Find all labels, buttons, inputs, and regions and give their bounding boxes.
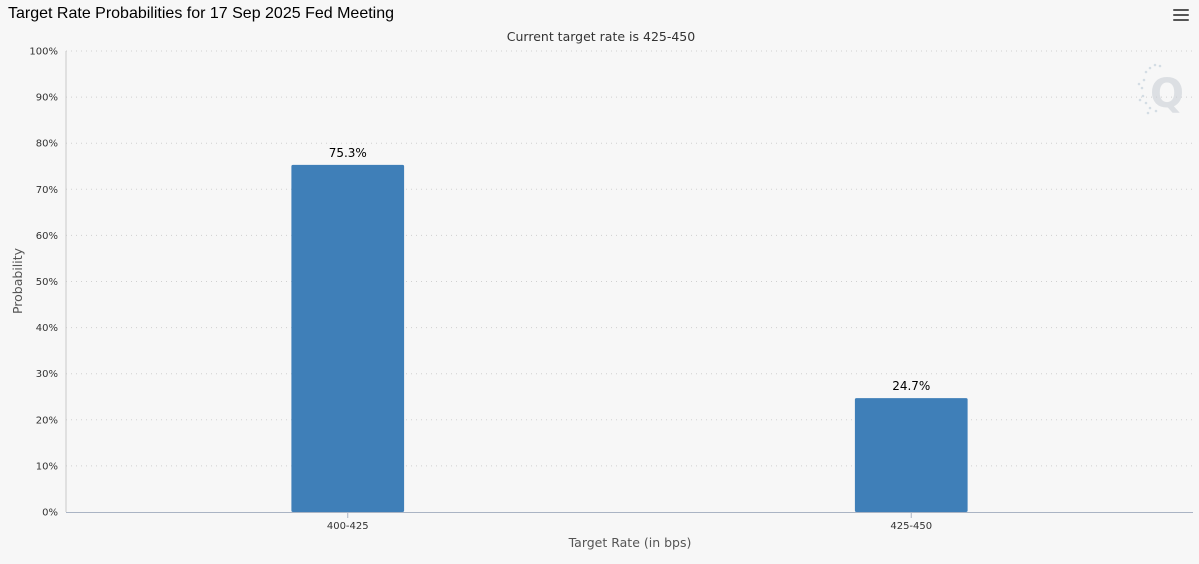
y-tick-label: 10%	[36, 461, 58, 472]
logo-dot	[1158, 64, 1162, 68]
y-tick-label: 80%	[36, 139, 58, 150]
logo-dot	[1154, 109, 1158, 113]
y-tick-label: 50%	[36, 277, 58, 288]
logo-dot	[1146, 111, 1150, 115]
logo-dots	[1137, 63, 1162, 115]
hamburger-menu-icon[interactable]	[1173, 9, 1189, 23]
logo-dot	[1137, 82, 1141, 86]
logo-dot	[1138, 98, 1142, 102]
y-axis-title: Probability	[10, 247, 25, 314]
menu-line	[1173, 9, 1189, 11]
logo-dot	[1144, 101, 1148, 105]
logo-dot	[1142, 78, 1146, 82]
menu-line	[1173, 19, 1189, 21]
x-axis-tick-labels: 400-425 425-450	[327, 512, 932, 532]
x-tick-label: 425-450	[890, 521, 932, 532]
chart-subtitle: Current target rate is 425-450	[507, 29, 695, 44]
logo-dot	[1153, 63, 1157, 67]
logo-dot	[1148, 106, 1152, 110]
q-logo-icon: Q	[1137, 63, 1184, 117]
y-axis-tick-labels: 0% 10% 20% 30% 40% 50% 60% 70% 80% 90% 100%	[29, 47, 58, 519]
y-tick-label: 60%	[36, 231, 58, 242]
logo-dot	[1144, 70, 1148, 74]
y-tick-label: 100%	[29, 47, 58, 58]
x-axis-title: Target Rate (in bps)	[568, 535, 692, 550]
logo-dot	[1141, 94, 1145, 98]
gridlines	[66, 50, 1193, 467]
y-tick-label: 20%	[36, 415, 58, 426]
x-tick-label: 400-425	[327, 521, 369, 532]
y-tick-label: 40%	[36, 323, 58, 334]
bar-400-425	[291, 164, 405, 512]
y-tick-label: 90%	[36, 93, 58, 104]
logo-dot	[1140, 86, 1144, 90]
chart-title: Target Rate Probabilities for 17 Sep 202…	[8, 5, 395, 22]
logo-dot	[1148, 66, 1152, 70]
data-label: 75.3%	[329, 146, 367, 160]
data-label: 24.7%	[892, 379, 930, 393]
menu-line	[1173, 14, 1189, 16]
logo-letter: Q	[1150, 71, 1184, 117]
data-labels: 75.3% 24.7%	[329, 146, 931, 393]
y-tick-label: 0%	[42, 508, 58, 519]
bars	[291, 164, 968, 512]
y-tick-label: 30%	[36, 369, 58, 380]
y-tick-label: 70%	[36, 185, 58, 196]
bar-425-450	[854, 398, 968, 512]
